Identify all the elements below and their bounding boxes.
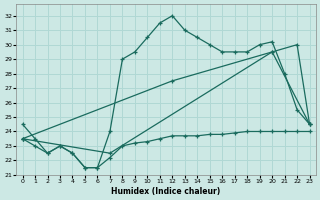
X-axis label: Humidex (Indice chaleur): Humidex (Indice chaleur): [111, 187, 221, 196]
